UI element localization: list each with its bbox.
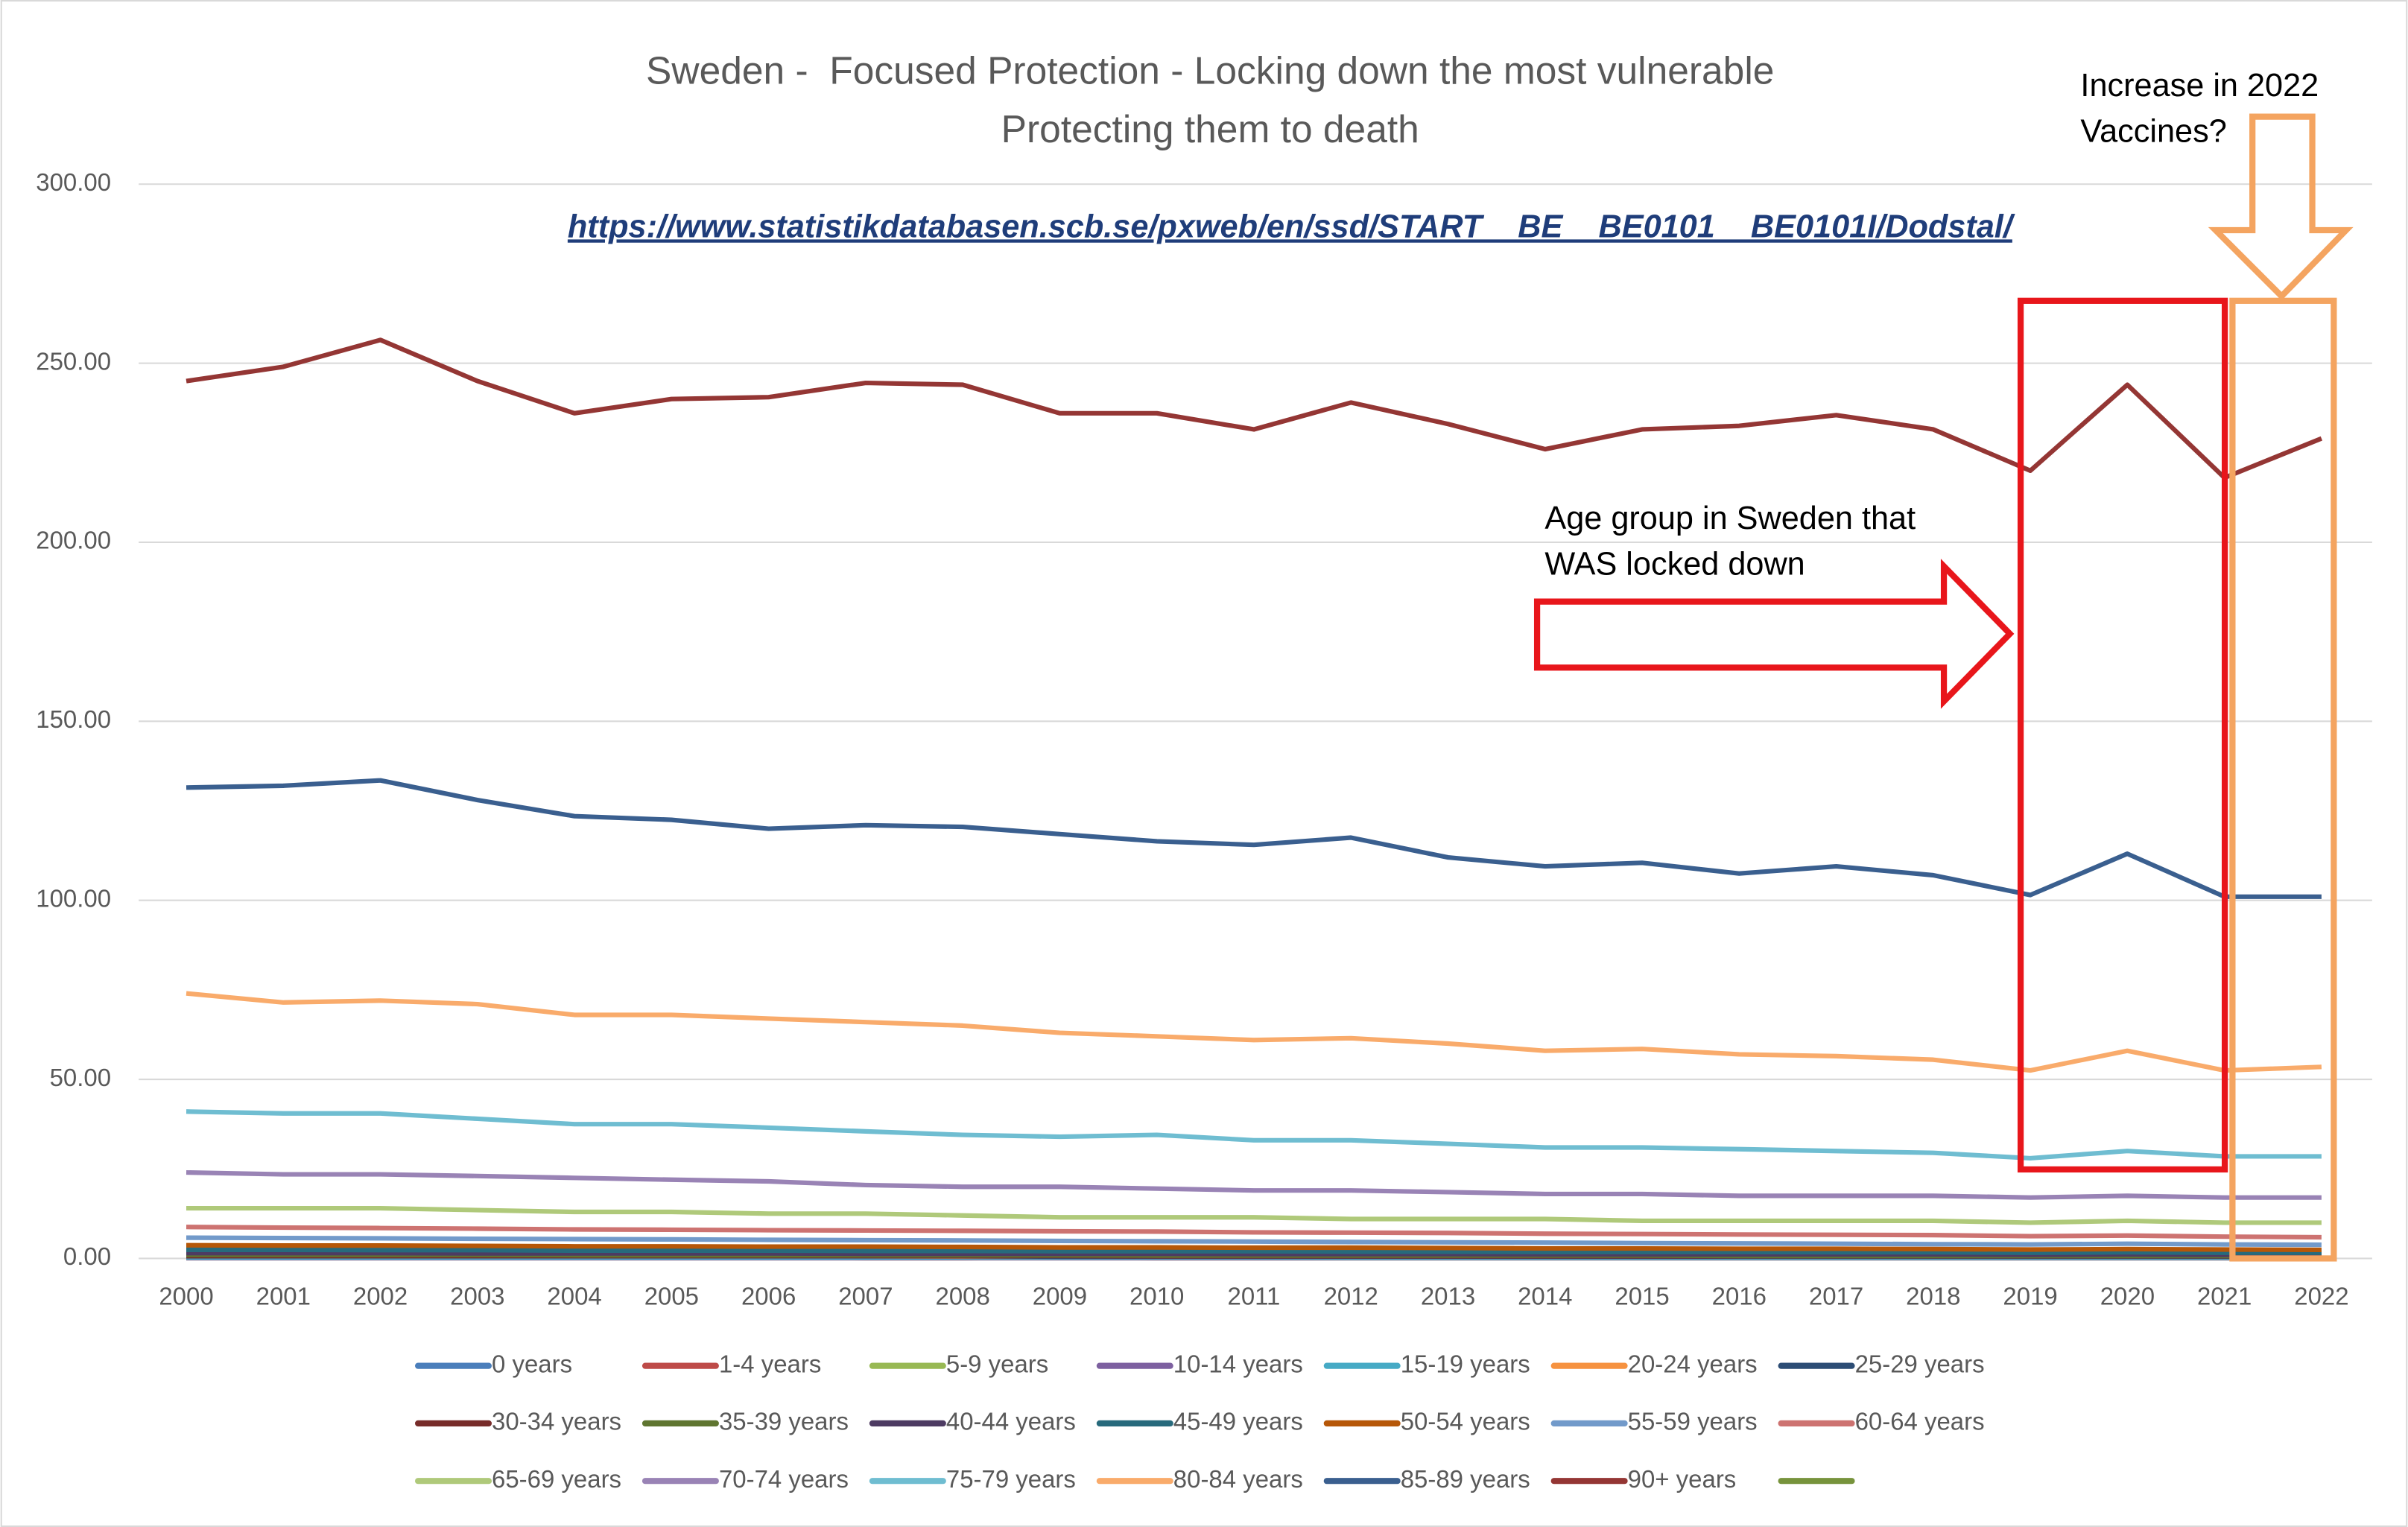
legend-label: 45-49 years [1173, 1408, 1303, 1435]
x-tick-label: 2002 [353, 1283, 408, 1310]
data-line [186, 1247, 2322, 1255]
legend-label: 15-19 years [1401, 1350, 1530, 1377]
data-line [186, 1242, 2322, 1252]
y-tick-label: 100.00 [36, 884, 111, 912]
x-tick-label: 2015 [1615, 1283, 1669, 1310]
x-tick-label: 2011 [1228, 1283, 1281, 1310]
data-line [186, 1205, 2322, 1225]
legend-label: 55-59 years [1628, 1408, 1758, 1435]
legend: 0 years 1-4 years 5-9 years 10-14 years 15-1… [415, 1350, 1985, 1493]
legend-label: 60-64 years [1855, 1408, 1985, 1435]
legend-label: 20-24 years [1628, 1350, 1758, 1377]
legend-label: 35-39 years [719, 1408, 849, 1435]
x-tick-label: 2000 [159, 1283, 213, 1310]
x-tick-label: 2007 [838, 1283, 893, 1310]
highlight-box [2229, 297, 2337, 1262]
data-line [186, 778, 2322, 899]
grid: 0.00 50.00 100.00 150.00 200.00 250.00 300.00 2… [36, 168, 2372, 1310]
y-tick-label: 300.00 [36, 168, 111, 196]
legend-label: 25-29 years [1855, 1350, 1985, 1377]
x-tick-label: 2004 [547, 1283, 601, 1310]
chart-title: Sweden - Focused Protection - Locking do… [646, 49, 1774, 92]
data-line [186, 1109, 2322, 1161]
x-tick-label: 2014 [1518, 1283, 1572, 1310]
x-tick-label: 2012 [1324, 1283, 1378, 1310]
y-tick-label: 0.00 [63, 1242, 111, 1270]
y-tick-label: 250.00 [36, 347, 111, 375]
x-tick-label: 2009 [1033, 1283, 1087, 1310]
x-tick-label: 2010 [1129, 1283, 1184, 1310]
y-tick-label: 50.00 [50, 1064, 111, 1091]
plot-area [186, 337, 2323, 1261]
legend-label: 70-74 years [719, 1465, 849, 1493]
annotation: Increase in 2022 [2080, 68, 2319, 104]
legend-label: 40-44 years [946, 1408, 1076, 1435]
x-tick-label: 2018 [1906, 1283, 1960, 1310]
y-tick-label: 150.00 [36, 705, 111, 733]
x-tick-label: 2019 [2003, 1283, 2057, 1310]
x-tick-label: 2016 [1712, 1283, 1767, 1310]
annotation: Age group in Sweden that [1544, 501, 1916, 536]
arrow [1533, 559, 2015, 709]
x-tick-label: 2001 [256, 1283, 311, 1310]
source-link[interactable]: https://www.statistikdatabasen.scb.se/px… [568, 209, 2015, 244]
data-line [186, 1169, 2322, 1200]
legend-label: 50-54 years [1401, 1408, 1530, 1435]
annotation: WAS locked down [1544, 547, 1805, 582]
x-tick-label: 2021 [2197, 1283, 2252, 1310]
x-tick-label: 2013 [1421, 1283, 1475, 1310]
data-line [186, 337, 2323, 480]
highlight-box [2017, 297, 2228, 1173]
legend-label: 80-84 years [1173, 1465, 1303, 1493]
x-tick-label: 2022 [2294, 1283, 2348, 1310]
chart-subtitle: Protecting them to death [1001, 107, 1419, 150]
y-tick-label: 200.00 [36, 527, 111, 554]
x-tick-label: 2003 [450, 1283, 504, 1310]
x-tick-label: 2008 [936, 1283, 990, 1310]
x-tick-label: 2005 [644, 1283, 699, 1310]
legend-label: 5-9 years [946, 1350, 1048, 1377]
data-line [186, 1225, 2322, 1240]
legend-label: 90+ years [1628, 1465, 1737, 1493]
legend-label: 10-14 years [1173, 1350, 1303, 1377]
data-line [186, 1235, 2322, 1248]
legend-label: 85-89 years [1401, 1465, 1530, 1493]
x-tick-label: 2020 [2100, 1283, 2155, 1310]
legend-label: 0 years [492, 1350, 572, 1377]
legend-label: 30-34 years [492, 1408, 621, 1435]
x-tick-label: 2017 [1809, 1283, 1863, 1310]
x-tick-label: 2006 [741, 1283, 796, 1310]
legend-label: 75-79 years [946, 1465, 1076, 1493]
legend-label: 1-4 years [719, 1350, 821, 1377]
data-line [186, 991, 2322, 1073]
annotation: Vaccines? [2080, 114, 2226, 150]
legend-label: 65-69 years [492, 1465, 621, 1493]
arrow [2208, 113, 2354, 301]
